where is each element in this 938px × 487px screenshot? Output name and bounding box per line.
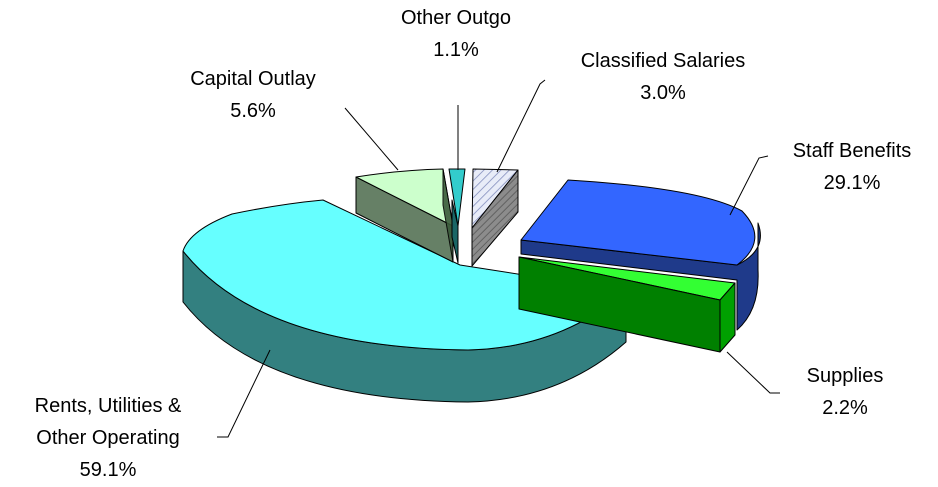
slice-staff-benefits-top	[520, 179, 756, 266]
slice-other-outgo	[448, 168, 466, 264]
value-capital-outlay: 5.6%	[230, 100, 276, 122]
label-staff-benefits: Staff Benefits	[793, 140, 912, 162]
slice-other-outgo-side	[451, 199, 459, 264]
slice-staff-benefits	[520, 179, 761, 331]
leader-classified-salaries	[496, 79, 546, 173]
leader-rents	[217, 349, 271, 438]
slice-capital-outlay-inner	[442, 168, 454, 263]
label-supplies: Supplies	[807, 365, 884, 387]
label-classified-salaries: Classified Salaries	[581, 50, 746, 72]
slice-staff-benefits-side	[520, 222, 761, 331]
label-rents-line-1: Rents, Utilities &	[35, 395, 182, 417]
slice-other-outgo-top	[448, 168, 466, 227]
label-capital-outlay: Capital Outlay	[190, 68, 316, 90]
slice-classified-salaries-side	[471, 169, 519, 267]
value-staff-benefits: 29.1%	[824, 172, 881, 194]
leader-staff-benefits	[729, 155, 769, 216]
value-other-outgo: 1.1%	[433, 39, 479, 61]
value-rents: 59.1%	[80, 459, 137, 481]
slice-capital-outlay	[355, 168, 454, 263]
leader-supplies	[726, 351, 780, 394]
leader-capital-outlay	[344, 107, 399, 171]
slice-rents-utilities-other-operating	[182, 199, 627, 403]
value-classified-salaries: 3.0%	[640, 82, 686, 104]
slice-classified-salaries	[471, 168, 519, 267]
value-supplies: 2.2%	[822, 397, 868, 419]
label-other-outgo: Other Outgo	[401, 7, 511, 29]
slice-supplies-end	[719, 282, 736, 353]
label-rents-line-2: Other Operating	[36, 427, 179, 449]
slice-supplies	[518, 256, 736, 353]
slice-rents-top	[182, 199, 627, 351]
